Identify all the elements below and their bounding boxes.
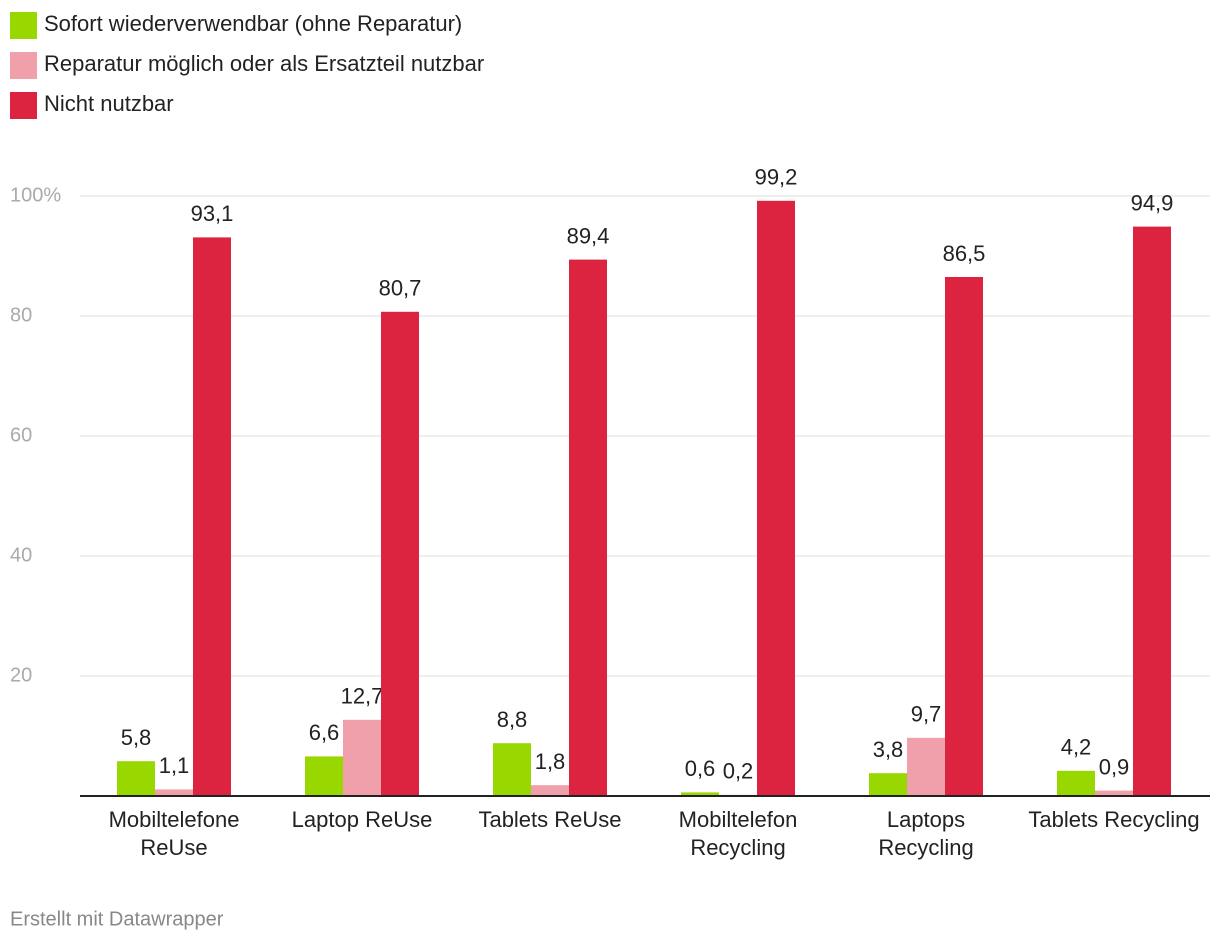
y-tick-label: 100% [10,184,61,206]
bar [869,773,907,796]
data-label: 0,6 [685,756,716,781]
y-tick-label: 20 [10,664,32,686]
legend-swatch [10,52,37,79]
bar [1095,790,1133,796]
data-label: 86,5 [943,241,986,266]
bar [531,785,569,796]
data-label: 94,9 [1131,190,1174,215]
y-tick-label: 80 [10,304,32,326]
bar [757,200,795,797]
bar [343,719,381,796]
data-label: 1,8 [535,749,566,774]
data-label: 89,4 [567,223,610,248]
data-label: 5,8 [121,725,152,750]
y-tick-label: 40 [10,544,32,566]
bar [907,737,945,796]
bar [1133,226,1171,797]
data-label: 8,8 [497,707,528,732]
data-label: 0,2 [723,759,754,784]
x-tick-label: Laptops Recycling [878,807,974,860]
legend-swatch [10,12,37,39]
y-tick-label: 60 [10,424,32,446]
bar [193,237,231,796]
data-label: 1,1 [159,753,190,778]
data-label: 99,2 [755,165,798,190]
data-label: 93,1 [191,201,234,226]
x-tick-label: Laptop ReUse [291,807,433,832]
data-label: 12,7 [341,684,384,709]
data-label: 4,2 [1061,735,1092,760]
x-tick-label: Mobiltelefone ReUse [108,807,240,860]
x-tick-label: Tablets ReUse [478,807,622,832]
bar [381,311,419,796]
data-label: 80,7 [379,276,422,301]
data-label: 9,7 [911,702,942,727]
bar [117,761,155,796]
legend-swatch [10,92,37,119]
data-label: 3,8 [873,737,904,762]
footer: Erstellt mit Datawrapper [10,908,224,930]
bar [155,789,193,796]
x-tick-label: Tablets Recycling [1028,807,1200,832]
bar [493,743,531,796]
legend-label: Sofort wiederverwendbar (ohne Reparatur) [44,11,462,36]
bar [569,259,607,797]
bar [305,756,343,796]
legend-label: Nicht nutzbar [44,91,174,116]
legend-label: Reparatur möglich oder als Ersatzteil nu… [44,51,484,76]
x-tick-label: Mobiltelefon Recycling [678,807,798,860]
data-label: 0,9 [1099,754,1130,779]
bar [1057,770,1095,796]
bar [945,277,983,796]
bar [681,792,719,796]
data-label: 6,6 [309,720,340,745]
